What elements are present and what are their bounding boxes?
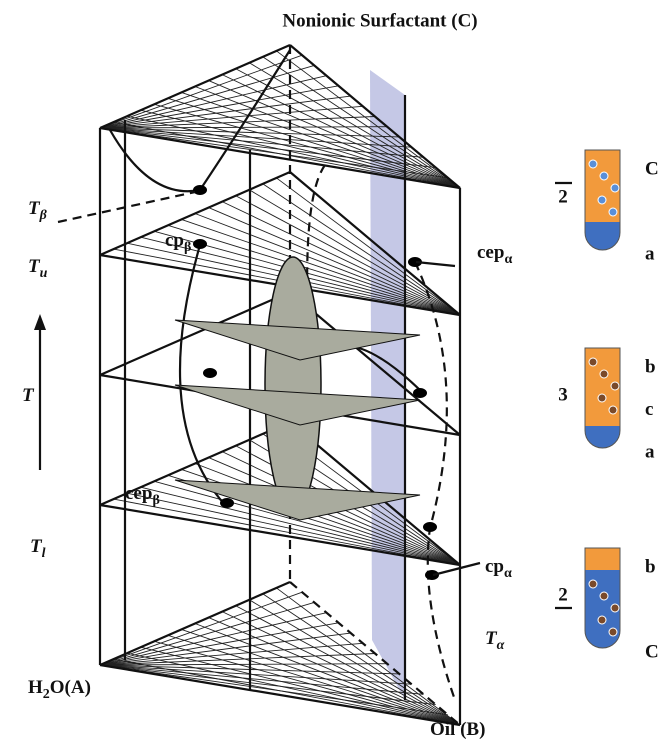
tie-line [168, 98, 460, 188]
tie-line [100, 127, 387, 128]
droplet [611, 184, 619, 192]
label: cepα [477, 242, 512, 267]
droplet [609, 406, 617, 414]
phase-label: C [645, 641, 659, 662]
phase-number: 2 [558, 584, 568, 605]
droplet [589, 580, 597, 588]
critical-point [423, 522, 437, 532]
label-text: cp [165, 230, 184, 251]
tie-line [263, 594, 460, 725]
label-text: T [22, 385, 35, 406]
droplet [598, 616, 606, 624]
critical-point [203, 368, 217, 378]
tie-line [100, 665, 436, 705]
binodal [415, 262, 455, 700]
label-tail: O(A) [50, 677, 91, 698]
droplet [600, 592, 608, 600]
label-sub: α [497, 638, 505, 653]
figure: Nonionic Surfactant (C) TβcpβTucepαTcepβ… [0, 0, 668, 749]
label: Tα [485, 628, 505, 653]
critical-point [413, 388, 427, 398]
label: Tβ [28, 198, 48, 223]
tie-line [141, 647, 460, 725]
droplet [609, 628, 617, 636]
tie-line [263, 57, 460, 188]
label: cpα [485, 556, 512, 581]
tie-line [209, 81, 460, 188]
label-text: cep [477, 242, 504, 263]
water-phase [585, 222, 620, 250]
label-sub: β [39, 208, 48, 223]
droplet [589, 160, 597, 168]
phase-label: C [645, 158, 659, 179]
droplet [598, 394, 606, 402]
phase-label: a [645, 441, 655, 462]
phase-number: 3 [558, 384, 568, 405]
label-text: cp [485, 556, 504, 577]
tie-line [209, 208, 460, 315]
tube [585, 150, 620, 250]
label-sub: l [42, 546, 46, 561]
phase-label: a [645, 243, 655, 264]
critical-point [193, 239, 207, 249]
droplet [589, 358, 597, 366]
tie-line [195, 624, 460, 726]
droplet [609, 208, 617, 216]
three-phase-body [265, 257, 321, 513]
tie-line [249, 63, 460, 188]
water-phase [585, 426, 620, 448]
label-sub: 2 [43, 687, 50, 702]
phase-label: b [645, 356, 656, 377]
label-sub: α [504, 566, 512, 581]
tie-line [154, 641, 460, 725]
connector [58, 192, 195, 222]
droplet [600, 172, 608, 180]
prism [34, 45, 572, 725]
tie-line [222, 612, 460, 725]
droplet [598, 196, 606, 204]
droplet [600, 370, 608, 378]
label: Tl [30, 536, 46, 561]
phase-label: b [645, 556, 656, 577]
label-sub: u [40, 266, 48, 281]
droplet [611, 604, 619, 612]
critical-point [220, 498, 234, 508]
label: cpβ [165, 230, 191, 255]
label-text: H [28, 677, 43, 698]
tie-line [168, 635, 460, 725]
tie-line [249, 600, 460, 725]
phase-number: 2 [558, 186, 568, 207]
label-text: cep [125, 483, 152, 504]
oil-phase [585, 548, 620, 570]
label: T [22, 385, 35, 406]
connector [416, 262, 455, 266]
label-sub: α [504, 252, 512, 267]
droplet [611, 382, 619, 390]
label: Tu [28, 256, 48, 281]
label-text: Oil (B) [430, 719, 485, 740]
tie-line [222, 202, 460, 315]
critical-point [193, 185, 207, 195]
arrow-head [34, 314, 46, 330]
label: H2O(A) [28, 677, 91, 702]
tie-line [222, 75, 460, 188]
label: Oil (B) [430, 719, 485, 740]
tie-line [154, 104, 460, 188]
phase-label: c [645, 399, 653, 420]
tie-line [100, 664, 387, 665]
tube [585, 548, 620, 648]
tie-line [209, 618, 460, 725]
label-sub: β [184, 240, 191, 255]
title: Nonionic Surfactant (C) [282, 10, 477, 31]
label-sub: β [152, 493, 159, 508]
tube [585, 348, 620, 448]
